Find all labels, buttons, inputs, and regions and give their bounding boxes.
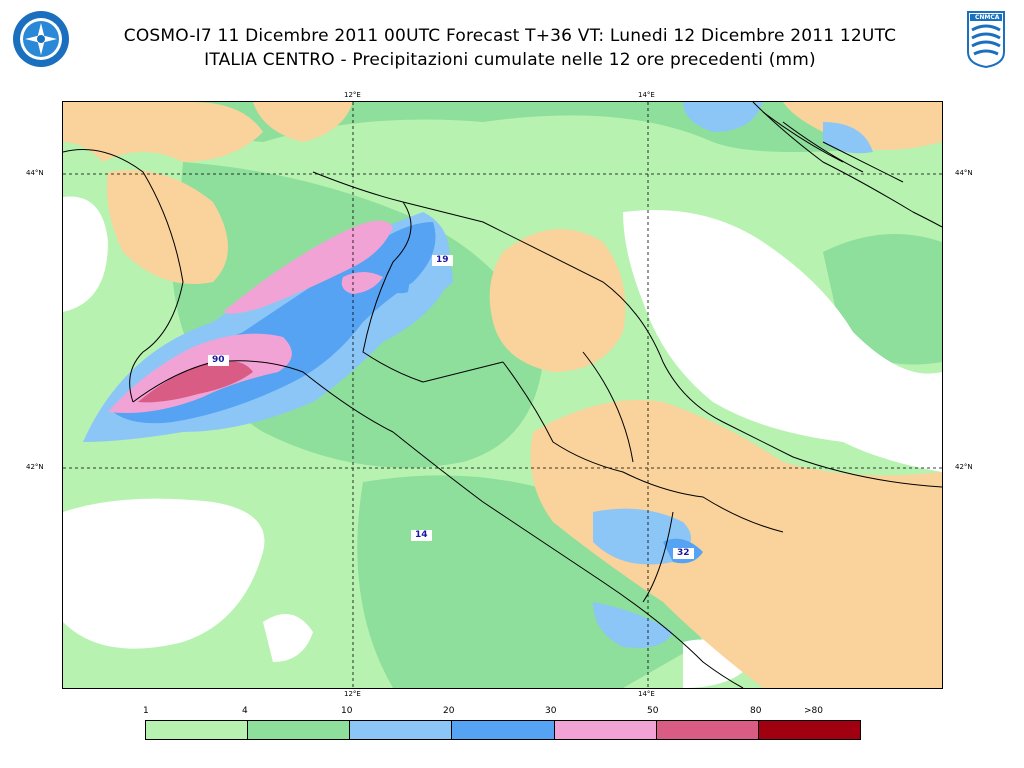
lat-label-left: 42°N xyxy=(26,463,44,471)
legend-label: 30 xyxy=(545,706,557,716)
legend-label: 1 xyxy=(143,706,149,716)
lat-label-left: 44°N xyxy=(26,169,44,177)
legend-label: 50 xyxy=(647,706,659,716)
legend-swatch xyxy=(350,721,453,739)
lon-label-top: 14°E xyxy=(638,91,655,99)
precip-label: 32 xyxy=(673,548,694,559)
graticule xyxy=(63,102,942,688)
precip-label: 19 xyxy=(432,255,453,266)
no-precip-zones xyxy=(63,196,942,688)
lat-label-right: 44°N xyxy=(955,169,973,177)
precip-label: 90 xyxy=(208,355,229,366)
lon-label-top: 12°E xyxy=(344,91,361,99)
precipitation-map xyxy=(62,101,943,689)
cnmca-logo-text: CNMCA xyxy=(975,14,1000,21)
precip-label: 14 xyxy=(411,530,432,541)
legend-label: 20 xyxy=(443,706,455,716)
map-title-line1: COSMO-I7 11 Dicembre 2011 00UTC Forecast… xyxy=(123,26,897,46)
legend-swatch xyxy=(758,721,860,739)
coastline-borders xyxy=(63,102,942,688)
legend-swatch xyxy=(554,721,657,739)
map-title-line2: ITALIA CENTRO - Precipitazioni cumulate … xyxy=(204,50,816,70)
legend-label: 10 xyxy=(341,706,353,716)
lat-label-right: 42°N xyxy=(955,463,973,471)
cnmca-logo-icon: CNMCA xyxy=(966,10,1006,72)
lon-label-bottom: 12°E xyxy=(344,690,361,698)
legend-swatch xyxy=(656,721,759,739)
legend-swatch xyxy=(146,721,249,739)
legend-label: >80 xyxy=(804,706,823,716)
lon-label-bottom: 14°E xyxy=(638,690,655,698)
legend-swatch xyxy=(452,721,555,739)
precip-legend xyxy=(145,720,861,740)
meteo-emblem-icon xyxy=(12,10,70,72)
legend-label: 80 xyxy=(750,706,762,716)
legend-label: 4 xyxy=(242,706,248,716)
legend-swatch xyxy=(248,721,351,739)
precip-50-80-zones xyxy=(138,360,253,403)
land-mask-zones xyxy=(63,102,942,688)
